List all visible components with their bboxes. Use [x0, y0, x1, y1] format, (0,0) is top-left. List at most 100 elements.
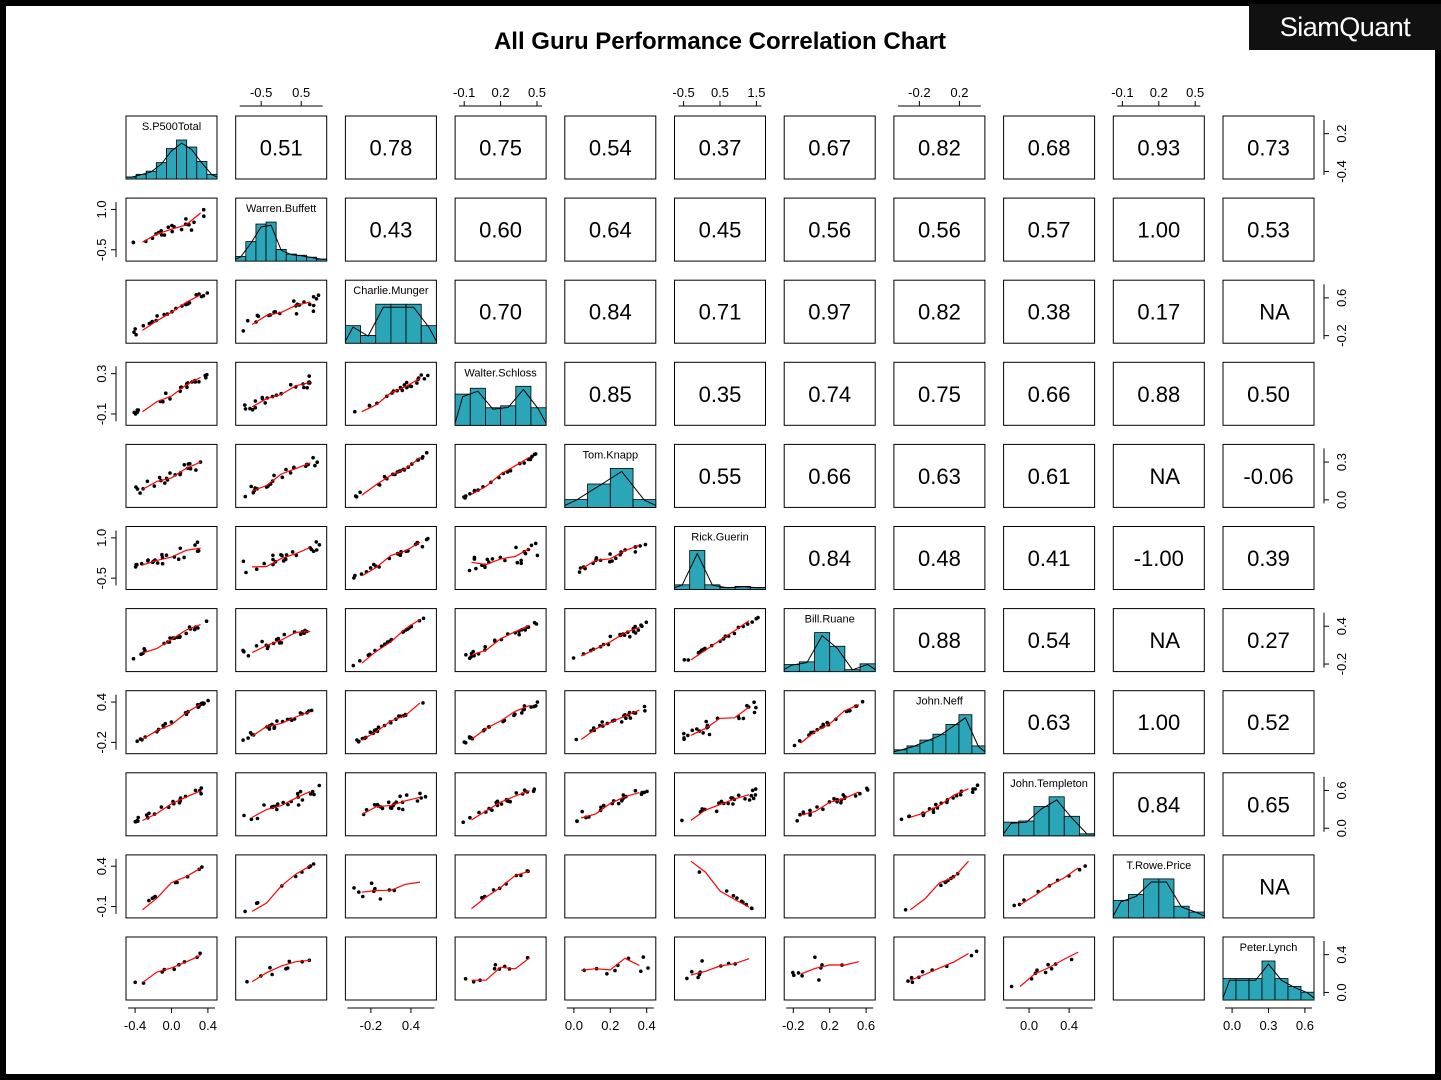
scatter-point	[296, 803, 301, 807]
correlation-value: 0.54	[589, 136, 632, 161]
bottom-axis-tick-label: 0.2	[601, 1018, 619, 1033]
scatter-point	[418, 791, 422, 796]
scatter-point	[853, 794, 858, 798]
histogram-bar	[405, 303, 422, 344]
right-axis-tick-label: 0.4	[1334, 617, 1349, 635]
panel-frame	[1222, 115, 1315, 180]
scatter-point	[463, 741, 468, 745]
scatter-point	[315, 460, 320, 465]
panel-r9-c9: T.Rowe.Price	[1112, 854, 1205, 919]
density-curve	[893, 717, 986, 753]
left-axis-tick-label: -0.5	[94, 239, 109, 261]
panel-r6-c2	[344, 608, 437, 673]
scatter-point	[404, 380, 409, 385]
correlation-value: 0.35	[699, 382, 742, 407]
scatter-point	[633, 550, 638, 554]
scatter-point	[404, 793, 409, 797]
smooth-line	[471, 870, 530, 910]
panel-frame	[454, 443, 547, 508]
scatter-point	[747, 798, 752, 802]
panel-r5-c4	[564, 526, 657, 590]
panel-frame	[1112, 936, 1205, 1001]
scatter-point	[159, 229, 163, 233]
scatter-point	[155, 561, 160, 565]
panel-frame	[893, 854, 986, 919]
scatter-point	[302, 385, 306, 390]
smooth-line	[142, 867, 201, 911]
panel-frame	[893, 279, 986, 344]
scatter-point	[616, 801, 621, 806]
left-axis-tick-label: 1.0	[94, 529, 109, 547]
scatter-point	[164, 391, 168, 396]
panel-r1-c8: 0.57	[1003, 197, 1096, 262]
scatter-point	[205, 291, 210, 295]
scatter-point	[204, 619, 209, 623]
scatter-point	[480, 895, 484, 900]
scatter-point	[139, 652, 143, 656]
scatter-point	[599, 805, 603, 810]
histogram-bar	[420, 325, 437, 344]
scatter-point	[865, 788, 870, 792]
top-axis-tick-label: -0.2	[908, 85, 930, 100]
variable-label: Peter.Lynch	[1240, 942, 1298, 954]
density-curve	[1222, 963, 1315, 999]
scatter-point	[198, 951, 202, 956]
scatter-point	[817, 978, 821, 982]
scatter-point	[292, 299, 296, 303]
panel-frame	[344, 772, 437, 837]
top-axis-tick-label: -0.1	[1111, 85, 1133, 100]
panel-r7-c0	[125, 690, 218, 755]
correlation-value: 1.00	[1137, 218, 1180, 243]
scatter-point	[749, 793, 754, 798]
panel-frame	[1003, 443, 1096, 508]
histogram-bar	[1173, 905, 1190, 919]
histogram-bar	[500, 405, 517, 426]
scatter-point	[179, 227, 184, 232]
scatter-point	[614, 556, 618, 561]
histogram-bar	[609, 467, 634, 508]
panel-r5-c10: 0.39	[1222, 526, 1315, 590]
correlation-value: 0.73	[1247, 136, 1290, 161]
scatter-point	[753, 793, 758, 797]
scatter-point	[903, 908, 908, 912]
panel-r8-c0	[125, 772, 218, 837]
right-axis-tick-label: 0.2	[1334, 125, 1349, 143]
scatter-point	[161, 723, 165, 728]
scatter-point	[294, 312, 299, 316]
scatter-point	[351, 663, 356, 668]
panel-r9-c5	[674, 854, 766, 919]
correlation-value: 0.64	[589, 218, 632, 243]
histogram-bar	[689, 550, 706, 590]
histogram-bar	[814, 632, 831, 672]
scatter-point	[424, 450, 429, 455]
scatter-point	[420, 544, 425, 549]
panel-frame	[344, 115, 437, 180]
panel-r2-c6: 0.97	[783, 279, 876, 344]
scatter-point	[135, 562, 139, 567]
panel-r0-c3: 0.75	[454, 115, 547, 180]
scatter-point	[503, 558, 507, 563]
scatter-point	[535, 700, 540, 704]
histogram-bar	[1158, 878, 1175, 919]
smooth-line	[361, 618, 421, 664]
outer-axes: -0.5 0.5 -0.1 0.2 0.5 -0.5 0.5 1.5 -0.2 0.2 -0.1 0.…	[94, 85, 1349, 1033]
scatter-point	[253, 405, 258, 410]
scatter-point	[686, 733, 690, 738]
panel-frame	[235, 936, 328, 1001]
scatter-point	[735, 896, 739, 900]
panel-frame	[893, 526, 986, 590]
correlation-value: 0.39	[1247, 546, 1290, 571]
scatter-point	[469, 655, 473, 659]
density-curve	[235, 224, 327, 260]
scatter-point	[155, 314, 159, 318]
left-axis-tick-label: -0.1	[94, 403, 109, 425]
correlation-value: 0.88	[918, 628, 961, 653]
panel-frame	[235, 279, 328, 344]
smooth-line	[800, 791, 860, 816]
panel-r7-c4	[564, 690, 657, 755]
histogram-bar	[1235, 978, 1250, 1001]
scatter-point	[176, 557, 181, 561]
panel-r1-c6: 0.56	[783, 197, 876, 262]
scatter-point	[714, 809, 719, 814]
left-axis-tick-label: 0.4	[94, 693, 109, 711]
